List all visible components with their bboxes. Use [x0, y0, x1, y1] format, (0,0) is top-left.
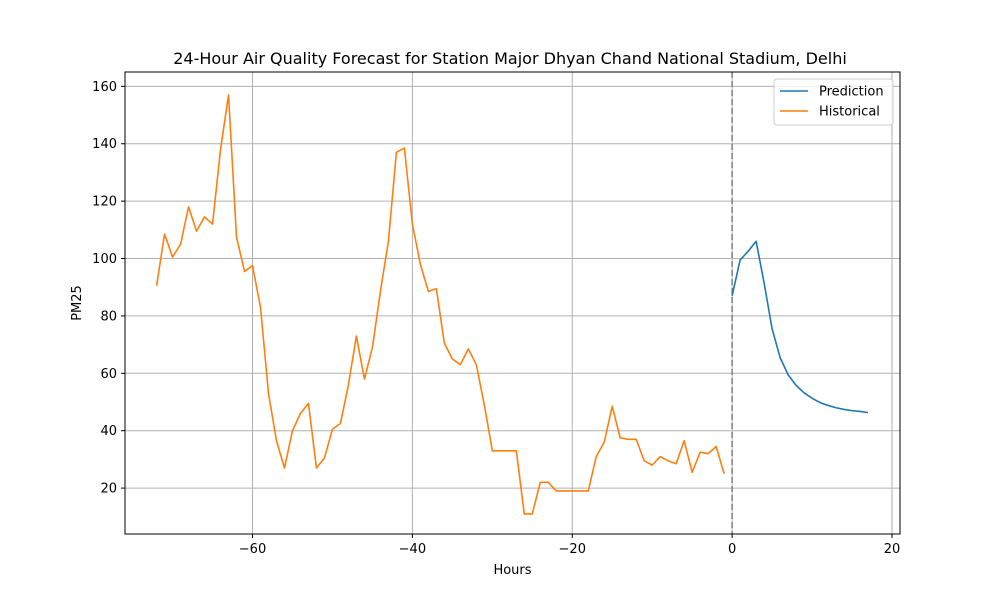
series-line-prediction [731, 240, 869, 414]
y-tick-label: 40 [100, 424, 117, 439]
x-tick-label: 20 [884, 542, 901, 557]
x-tick-label: −40 [399, 542, 426, 557]
y-tick-label: 100 [92, 252, 117, 267]
grid-lines [125, 72, 900, 534]
y-tick-label: 80 [100, 309, 117, 324]
series-layer [155, 94, 869, 515]
x-tick-label: 0 [728, 542, 736, 557]
chart-title: 24-Hour Air Quality Forecast for Station… [173, 49, 847, 68]
x-tick-label: −20 [559, 542, 586, 557]
plot-frame [124, 71, 901, 535]
x-tick-label: −60 [239, 542, 266, 557]
y-axis-ticks: 20 40 60 80 100 120 140 160 [92, 80, 125, 497]
legend-label-historical: Historical [819, 105, 880, 120]
y-tick-label: 20 [100, 482, 117, 497]
x-axis-label: Hours [493, 563, 531, 578]
y-tick-label: 60 [100, 367, 117, 382]
y-axis-label: PM25 [70, 285, 85, 321]
y-tick-label: 140 [92, 137, 117, 152]
y-tick-label: 160 [92, 80, 117, 95]
y-tick-label: 120 [92, 195, 117, 210]
legend-label-prediction: Prediction [819, 85, 884, 100]
legend: Prediction Historical [773, 78, 894, 126]
series-line-historical [155, 94, 725, 515]
x-axis-ticks: −60 −40 −20 0 20 [239, 534, 900, 557]
